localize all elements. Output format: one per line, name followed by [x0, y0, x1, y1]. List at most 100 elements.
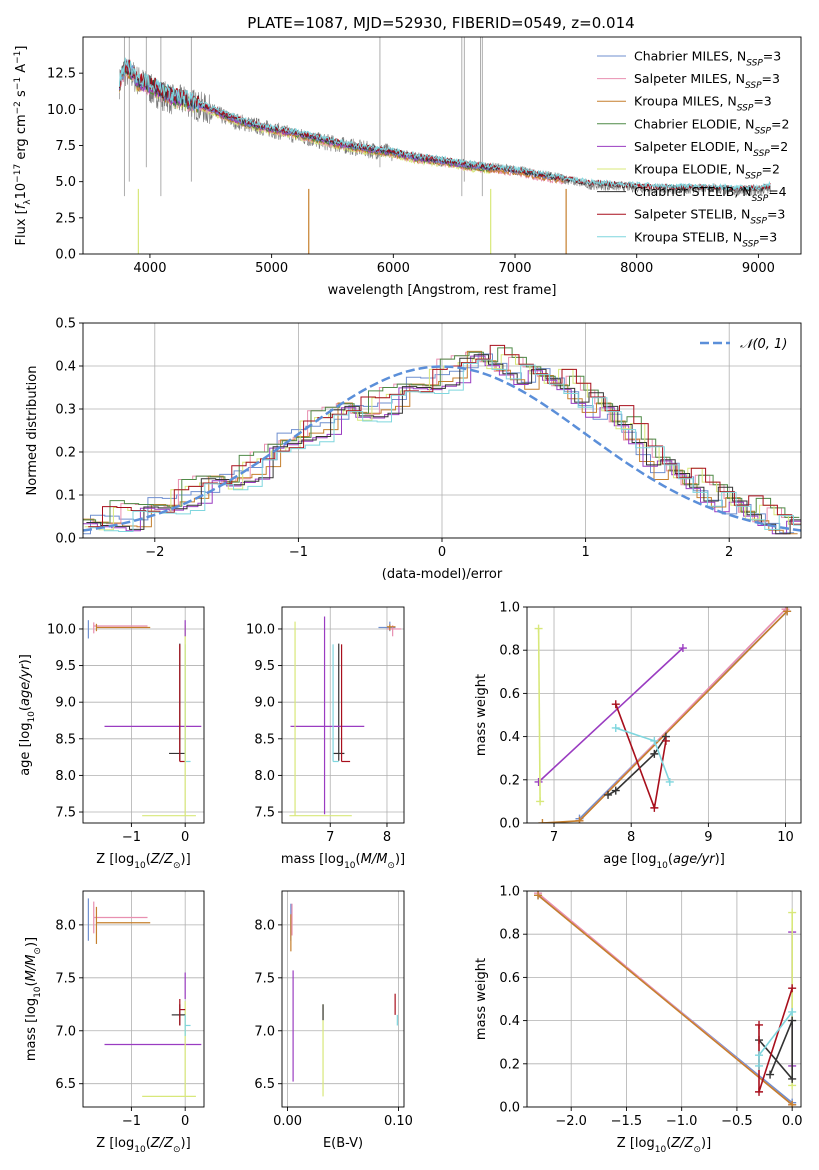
y-axis-label: Normed distribution — [25, 366, 40, 496]
weight-marker — [755, 1061, 764, 1070]
data-point-kroupa-miles — [95, 623, 151, 632]
x-tick-label: 2 — [725, 545, 733, 560]
weight-line-chabrier-stelib — [758, 1020, 793, 1082]
x-tick-label: 7000 — [498, 261, 531, 276]
weight-line-salpeter-stelib — [758, 987, 793, 1093]
weight-marker — [755, 1020, 764, 1029]
panel-weight-vs-age: 7 8 9 10 0.0 0.2 0.4 0.6 0.8 1.0 age [log10(age/yr… — [474, 601, 802, 871]
plot-area — [282, 607, 404, 823]
y-tick-label: 8.0 — [55, 918, 76, 933]
y-tick-label: 6.5 — [254, 1077, 275, 1092]
weight-marker — [788, 908, 797, 917]
axes-frame — [526, 890, 802, 1108]
y-axis-label: Flux [fλ10−17 erg cm−2 s−1 A−1] — [13, 46, 33, 246]
weight-marker — [788, 1016, 797, 1025]
weight-marker — [534, 891, 543, 900]
y-tick-label: 7.0 — [254, 1024, 275, 1039]
residual-histogram-chabrier-stelib — [86, 354, 801, 535]
legend-entry: Kroupa ELODIE, NSSP=2 — [634, 162, 780, 182]
y-tick-label: 7.5 — [55, 806, 76, 821]
model-spectrum-kroupa-stelib — [119, 57, 771, 192]
x-tick-label: 8000 — [620, 261, 653, 276]
plot-area — [83, 891, 204, 1107]
y-tick-label: 0.2 — [499, 773, 520, 788]
weight-marker — [604, 790, 613, 799]
legend-entry: 𝒩(0, 1) — [740, 337, 787, 352]
y-tick-label: 7.5 — [254, 806, 275, 821]
y-tick-label: 8.0 — [254, 769, 275, 784]
x-tick-label: 0 — [181, 1114, 189, 1129]
x-tick-label: 1 — [581, 545, 589, 560]
plot-area — [83, 323, 801, 538]
y-tick-label: 2.5 — [55, 211, 76, 226]
residual-histogram-kroupa-stelib — [89, 359, 801, 532]
axes-frame — [281, 606, 405, 824]
legend-entry: Chabrier MILES, NSSP=3 — [634, 49, 781, 69]
axes-frame — [82, 606, 205, 824]
weight-marker — [788, 984, 797, 993]
weight-marker — [611, 723, 620, 732]
y-tick-label: 7.0 — [55, 1024, 76, 1039]
data-point-salpeter-stelib — [179, 999, 186, 1026]
x-tick-label: 7 — [326, 830, 334, 845]
y-axis-label: mass weight — [474, 958, 489, 1040]
figure-title: PLATE=1087, MJD=52930, FIBERID=0549, z=0… — [247, 14, 634, 32]
x-axis-label: E(B-V) — [323, 1136, 363, 1151]
plot-area — [527, 891, 801, 1107]
y-axis-label: mass weight — [474, 674, 489, 756]
model-spectrum-salpeter-stelib — [119, 59, 771, 192]
y-tick-label: 7.5 — [254, 971, 275, 986]
data-point-kroupa-miles — [386, 624, 396, 631]
weight-marker — [755, 1051, 764, 1060]
data-point-chabrier-stelib — [333, 643, 345, 761]
weight-line-salpeter-stelib — [615, 703, 667, 811]
data-point-kroupa-elodie — [289, 621, 352, 817]
x-axis-label: wavelength [Angstrom, rest frame] — [328, 283, 557, 298]
data-point-salpeter-miles — [93, 901, 148, 934]
x-axis-label: Z [log10(Z/Z⊙)] — [96, 852, 190, 871]
data-point-salpeter-stelib — [340, 644, 351, 763]
y-tick-label: 9.0 — [55, 696, 76, 711]
data-point-kroupa-stelib — [184, 1014, 191, 1037]
x-tick-label: −1 — [289, 545, 308, 560]
plot-area — [83, 607, 204, 823]
weight-marker — [575, 816, 584, 823]
weight-line-chabrier-stelib — [607, 736, 667, 796]
weight-marker — [661, 736, 670, 745]
axes-frame — [82, 890, 205, 1108]
weight-marker — [755, 1087, 764, 1096]
x-tick-label: −2.0 — [555, 1114, 587, 1129]
x-tick-label: 10 — [777, 830, 794, 845]
data-point-salpeter-stelib — [179, 644, 186, 763]
y-tick-label: 10.0 — [246, 622, 275, 637]
weight-marker — [650, 749, 659, 758]
weight-marker — [534, 777, 543, 786]
model-spectrum-chabrier-elodie — [119, 63, 491, 173]
axes-frame — [526, 606, 802, 824]
x-tick-label: 0.10 — [384, 1114, 413, 1129]
y-tick-label: 8.5 — [254, 732, 275, 747]
x-axis-label: mass [log10(M/M⊙)] — [281, 852, 405, 871]
x-tick-label: 8 — [383, 830, 391, 845]
plot-area — [119, 37, 771, 254]
x-tick-label: −0.5 — [721, 1114, 753, 1129]
weight-marker — [788, 1074, 797, 1083]
x-tick-label: −1.5 — [611, 1114, 643, 1129]
y-tick-label: 7.5 — [55, 971, 76, 986]
y-tick-label: 0.8 — [499, 928, 520, 943]
y-tick-label: 0.5 — [55, 317, 76, 332]
y-tick-label: 0.2 — [55, 446, 76, 461]
x-axis-label: (data-model)/error — [382, 567, 503, 582]
model-spectrum-chabrier-miles — [119, 59, 564, 182]
x-tick-label: 5000 — [255, 261, 288, 276]
legend-entry: Chabrier STELIB, NSSP=4 — [634, 184, 787, 204]
y-tick-label: 12.5 — [47, 67, 76, 82]
y-tick-label: 1.0 — [499, 885, 520, 900]
model-spectrum-salpeter-elodie — [119, 61, 491, 172]
panel-spectrum: 4000 5000 6000 7000 8000 9000 0.0 2.5 5.0 7.5 10.0… — [13, 36, 802, 298]
weight-marker — [611, 700, 620, 709]
weight-marker — [611, 786, 620, 795]
y-tick-label: 0.8 — [499, 644, 520, 659]
